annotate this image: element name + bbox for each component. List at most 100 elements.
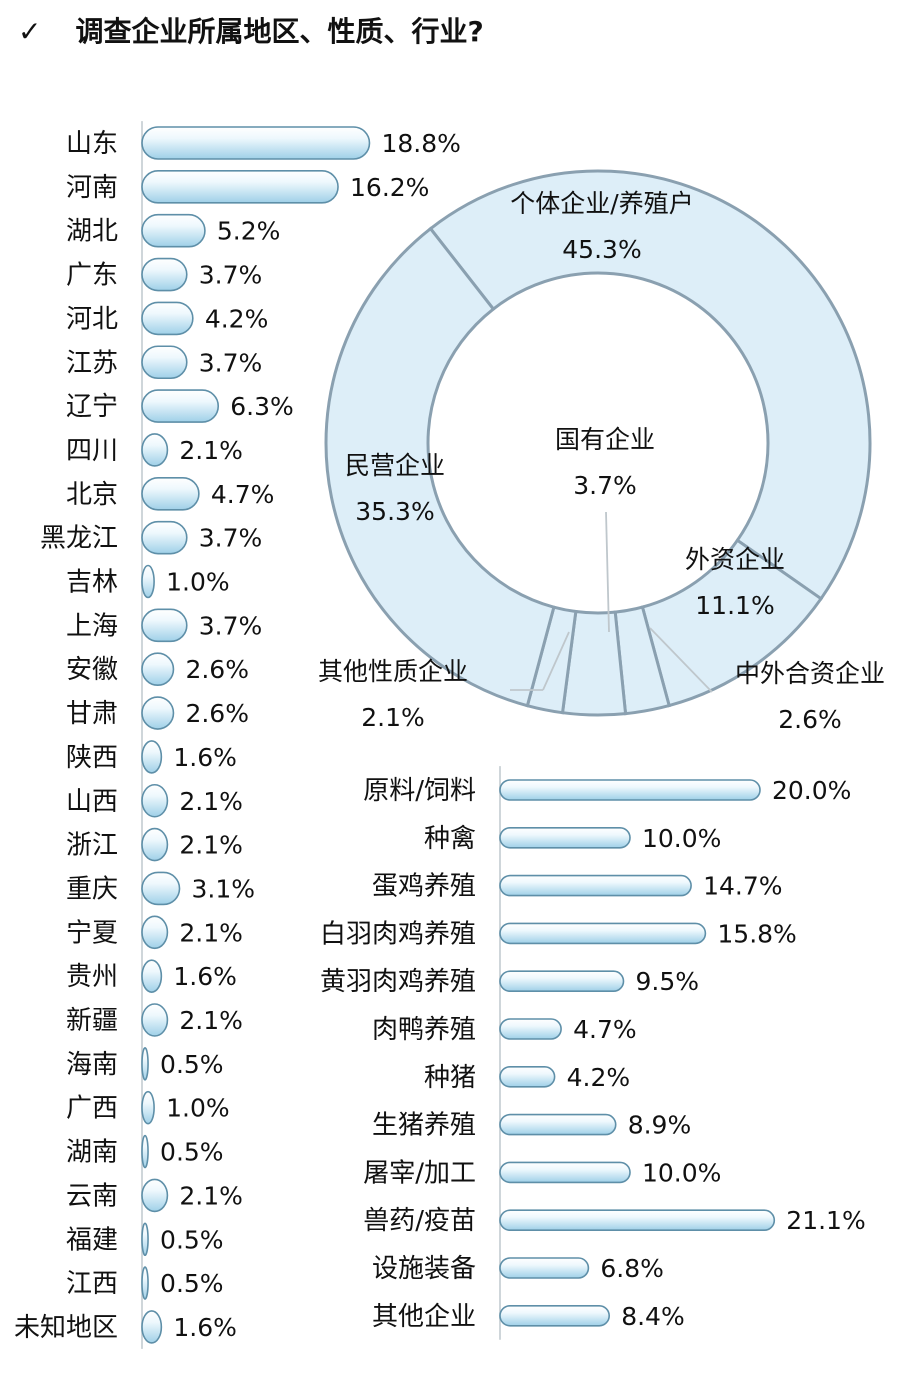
value-label: 4.2% <box>205 304 269 333</box>
bar <box>141 520 188 555</box>
slice-value-label: 2.6% <box>778 705 842 734</box>
slice-name-label: 其他性质企业 <box>318 657 468 686</box>
leader-line <box>542 631 570 691</box>
bar <box>141 433 169 467</box>
bar <box>141 696 175 730</box>
category-label: 河南 <box>66 173 118 203</box>
category-label: 安徽 <box>66 655 118 685</box>
category-label: 湖北 <box>66 217 118 247</box>
value-label: 8.9% <box>628 1111 692 1140</box>
category-label: 兽药/疫苗 <box>363 1206 476 1236</box>
category-label: 陕西 <box>66 743 118 773</box>
bar <box>141 1003 169 1037</box>
value-label: 1.6% <box>173 962 237 991</box>
value-label: 4.2% <box>567 1063 631 1092</box>
bar <box>141 564 155 599</box>
slice-value-label: 45.3% <box>562 235 641 264</box>
value-label: 5.2% <box>217 217 281 246</box>
bar <box>499 1305 610 1327</box>
bar <box>499 1066 556 1088</box>
bar <box>141 476 200 511</box>
donut-slice <box>324 226 556 708</box>
bar <box>141 257 188 292</box>
category-label: 未知地区 <box>14 1313 118 1343</box>
value-label: 2.1% <box>179 831 243 860</box>
value-label: 0.5% <box>160 1050 224 1079</box>
category-label: 种禽 <box>424 824 476 854</box>
category-label: 上海 <box>66 611 118 641</box>
category-label: 河北 <box>66 304 118 334</box>
bar <box>141 827 169 862</box>
bar <box>499 922 707 945</box>
bar <box>141 1090 155 1125</box>
bar <box>141 1266 149 1300</box>
slice-name-label: 外资企业 <box>685 545 785 574</box>
value-label: 6.8% <box>600 1254 664 1283</box>
bar <box>499 1018 562 1040</box>
category-label: 种猪 <box>424 1063 476 1093</box>
value-label: 4.7% <box>573 1015 637 1044</box>
bar <box>141 652 175 687</box>
category-label: 广东 <box>66 261 118 291</box>
slice-value-label: 3.7% <box>573 471 637 500</box>
category-label: 宁夏 <box>66 918 118 948</box>
value-label: 1.6% <box>173 1313 237 1342</box>
bar <box>141 871 181 906</box>
bar <box>141 915 169 950</box>
value-label: 20.0% <box>772 776 851 805</box>
value-label: 8.4% <box>621 1302 685 1331</box>
bar <box>141 170 339 204</box>
value-label: 1.0% <box>166 1094 230 1123</box>
category-label: 设施装备 <box>372 1254 476 1284</box>
bar <box>499 826 631 849</box>
slice-value-label: 35.3% <box>355 497 434 526</box>
category-label: 屠宰/加工 <box>363 1158 476 1188</box>
bar <box>141 959 163 993</box>
value-label: 0.5% <box>160 1138 224 1167</box>
value-label: 3.7% <box>199 611 263 640</box>
bar <box>499 1257 590 1279</box>
category-label: 新疆 <box>66 1006 118 1036</box>
value-label: 1.6% <box>173 743 237 772</box>
value-label: 21.1% <box>786 1206 865 1235</box>
value-label: 6.3% <box>230 392 294 421</box>
donut-slice <box>428 169 872 601</box>
category-label: 黄羽肉鸡养殖 <box>320 967 476 997</box>
bar <box>141 1178 169 1213</box>
leader-line <box>649 627 713 693</box>
bar <box>141 740 163 774</box>
bar <box>141 126 371 160</box>
bar <box>499 970 625 993</box>
bar <box>141 301 194 336</box>
category-label: 山东 <box>66 129 118 159</box>
category-label: 贵州 <box>66 962 118 992</box>
value-label: 14.7% <box>703 872 782 901</box>
slice-value-label: 2.1% <box>361 703 425 732</box>
category-label: 生猪养殖 <box>372 1111 476 1141</box>
category-label: 黑龙江 <box>40 524 118 554</box>
bar <box>141 1222 149 1257</box>
slice-name-label: 国有企业 <box>555 425 655 454</box>
value-label: 10.0% <box>642 1158 721 1187</box>
value-label: 0.5% <box>160 1269 224 1298</box>
category-label: 福建 <box>66 1225 118 1255</box>
value-label: 3.7% <box>199 348 263 377</box>
category-label: 海南 <box>66 1050 118 1080</box>
slice-name-label: 个体企业/养殖户 <box>510 189 693 218</box>
value-label: 16.2% <box>350 173 429 202</box>
nature-donut-chart: 个体企业/养殖户 45.3% 外资企业 11.1% 中外合资企业 2.6% 国有企业 3.7%… <box>318 169 885 734</box>
category-label: 云南 <box>66 1181 118 1211</box>
region-bar-chart: 山东 18.8% 河南 16.2% 湖北 5.2% 广东 3.7% 河北 4.2% 江苏 3.7% 辽宁… <box>14 121 461 1349</box>
value-label: 0.5% <box>160 1225 224 1254</box>
value-label: 15.8% <box>717 919 796 948</box>
value-label: 10.0% <box>642 824 721 853</box>
bar <box>141 608 188 643</box>
bar <box>141 345 188 380</box>
category-label: 肉鸭养殖 <box>372 1015 476 1045</box>
category-label: 湖南 <box>66 1138 118 1168</box>
value-label: 2.1% <box>179 436 243 465</box>
value-label: 1.0% <box>166 568 230 597</box>
bar <box>499 874 692 897</box>
value-label: 2.1% <box>179 1006 243 1035</box>
